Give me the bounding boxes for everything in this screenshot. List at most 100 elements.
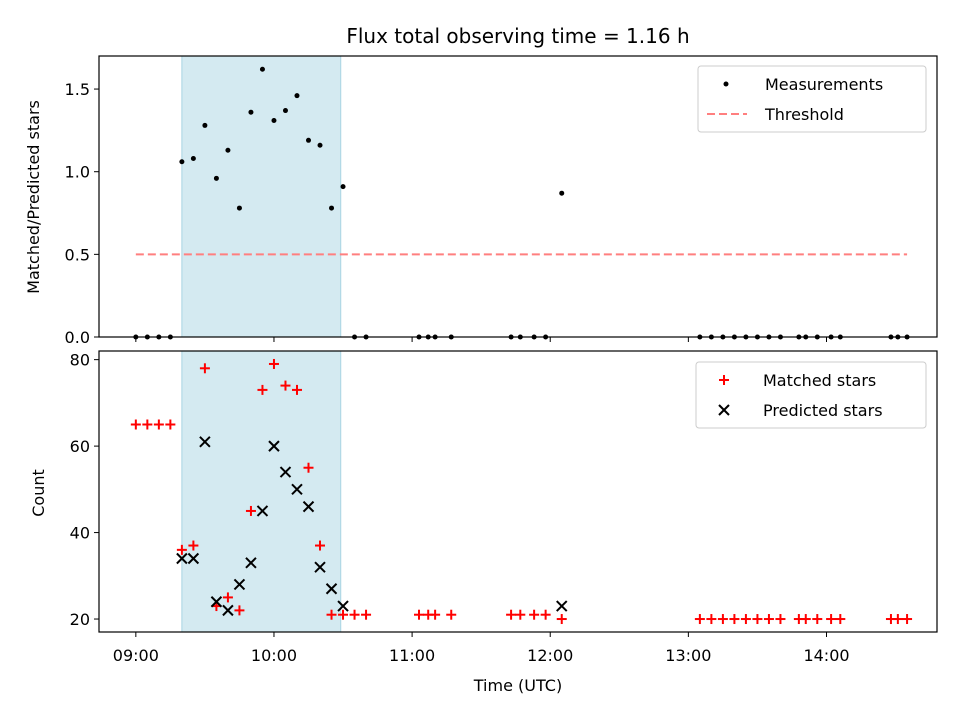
y-tick-label: 20 bbox=[70, 610, 90, 629]
legend: Measurements Threshold bbox=[697, 65, 927, 133]
measurement-point bbox=[271, 117, 277, 123]
top-plot: 0.0 0.5 1.0 1.5 Measurements Threshold bbox=[65, 55, 938, 347]
matched-star-marker bbox=[902, 614, 913, 625]
predicted-star-marker bbox=[187, 552, 200, 565]
matched-star-marker bbox=[199, 363, 210, 374]
measurement-point bbox=[202, 122, 208, 128]
matched-star-marker bbox=[740, 614, 751, 625]
legend: Matched stars Predicted stars bbox=[695, 361, 927, 429]
predicted-star-marker bbox=[176, 552, 188, 565]
matched-star-marker bbox=[446, 609, 457, 620]
matched-star-marker bbox=[752, 614, 763, 625]
legend-label: Predicted stars bbox=[763, 401, 883, 420]
predicted-star-marker bbox=[556, 600, 568, 612]
x-tick-label: 10:00 bbox=[251, 646, 297, 665]
matched-star-marker bbox=[361, 609, 372, 620]
chart-title: Flux total observing time = 1.16 h bbox=[346, 24, 689, 48]
matched-star-marker bbox=[349, 609, 360, 620]
legend-box bbox=[695, 361, 927, 429]
matched-star-marker bbox=[706, 614, 717, 625]
measurement-point bbox=[248, 109, 254, 115]
x-tick-label: 11:00 bbox=[389, 646, 435, 665]
x-axis-label: Time (UTC) bbox=[473, 676, 562, 695]
predicted-star-marker bbox=[302, 500, 315, 513]
matched-star-marker bbox=[430, 609, 441, 620]
bottom-y-axis-label: Count bbox=[29, 469, 48, 517]
matched-star-marker bbox=[176, 544, 187, 555]
matched-star-marker bbox=[694, 614, 705, 625]
legend-label: Threshold bbox=[764, 105, 844, 124]
bottom-plot: 20 40 60 80 09:00 10:00 11:00 12:00 13:00 14:00 Ma… bbox=[70, 350, 938, 665]
predicted-star-marker bbox=[268, 440, 280, 452]
top-y-axis-label: Matched/Predicted stars bbox=[24, 100, 43, 294]
y-tick-label: 80 bbox=[70, 351, 90, 370]
legend-box bbox=[697, 65, 927, 133]
predicted-star-marker bbox=[256, 505, 269, 517]
matched-star-marker bbox=[303, 462, 314, 473]
matched-star-marker bbox=[234, 605, 245, 616]
measurement-point bbox=[329, 205, 335, 211]
matched-star-marker bbox=[130, 419, 141, 430]
measurement-point bbox=[179, 159, 185, 165]
predicted-star-marker bbox=[279, 466, 292, 478]
y-tick-label: 1.5 bbox=[65, 80, 90, 99]
plot-frame bbox=[98, 350, 938, 633]
matched-star-marker bbox=[338, 609, 349, 620]
legend-label: Matched stars bbox=[763, 371, 876, 390]
predicted-star-marker bbox=[325, 583, 338, 595]
measurement-point bbox=[559, 190, 565, 196]
predicted-star-marker bbox=[337, 600, 349, 612]
x-tick-label: 14:00 bbox=[803, 646, 849, 665]
x-tick-label: 12:00 bbox=[527, 646, 573, 665]
matched-star-marker bbox=[763, 614, 774, 625]
matched-star-marker bbox=[556, 614, 567, 625]
matched-star-marker bbox=[165, 419, 176, 430]
matched-star-marker bbox=[800, 614, 811, 625]
matched-star-marker bbox=[515, 609, 526, 620]
measurement-point bbox=[294, 93, 300, 99]
matched-star-marker bbox=[188, 540, 199, 551]
y-tick-label: 0.0 bbox=[65, 328, 90, 347]
predicted-star-marker bbox=[233, 578, 246, 591]
matched-star-marker bbox=[729, 614, 740, 625]
predicted-star-marker bbox=[222, 604, 234, 617]
matched-star-marker bbox=[222, 592, 233, 603]
matched-star-marker bbox=[775, 614, 786, 625]
matched-star-marker bbox=[291, 384, 302, 395]
matched-star-marker bbox=[540, 609, 551, 620]
y-tick-label: 1.0 bbox=[65, 163, 90, 182]
matched-star-marker bbox=[835, 614, 846, 625]
measurement-point bbox=[259, 66, 265, 72]
plot-frame bbox=[98, 55, 938, 338]
y-tick-label: 0.5 bbox=[65, 245, 90, 264]
measurement-point bbox=[340, 184, 346, 190]
measurement-point bbox=[225, 147, 231, 153]
matched-star-marker bbox=[315, 540, 326, 551]
predicted-star-marker bbox=[245, 557, 257, 569]
measurement-point bbox=[236, 205, 242, 211]
matched-star-marker bbox=[717, 614, 728, 625]
predicted-star-marker bbox=[210, 596, 223, 608]
matched-star-marker bbox=[245, 505, 256, 516]
predicted-star-marker bbox=[199, 436, 211, 448]
matched-star-marker bbox=[414, 609, 425, 620]
matched-star-marker bbox=[892, 614, 903, 625]
matched-star-marker bbox=[257, 384, 268, 395]
predicted-star-marker bbox=[314, 561, 326, 573]
measurement-point bbox=[190, 155, 196, 161]
measurement-point bbox=[306, 137, 311, 143]
measurement-point bbox=[213, 175, 219, 181]
matched-star-marker bbox=[153, 419, 164, 430]
matched-star-marker bbox=[142, 419, 153, 430]
y-tick-label: 60 bbox=[70, 437, 90, 456]
shaded-region bbox=[181, 55, 342, 338]
matched-star-marker bbox=[268, 358, 279, 369]
matched-star-marker bbox=[280, 380, 291, 391]
matched-star-marker bbox=[812, 614, 823, 625]
x-tick-label: 09:00 bbox=[113, 646, 159, 665]
matched-star-marker bbox=[506, 609, 517, 620]
legend-label: Measurements bbox=[765, 75, 883, 94]
predicted-star-marker bbox=[291, 483, 303, 496]
matched-star-marker bbox=[826, 614, 837, 625]
measurement-point bbox=[317, 142, 323, 148]
